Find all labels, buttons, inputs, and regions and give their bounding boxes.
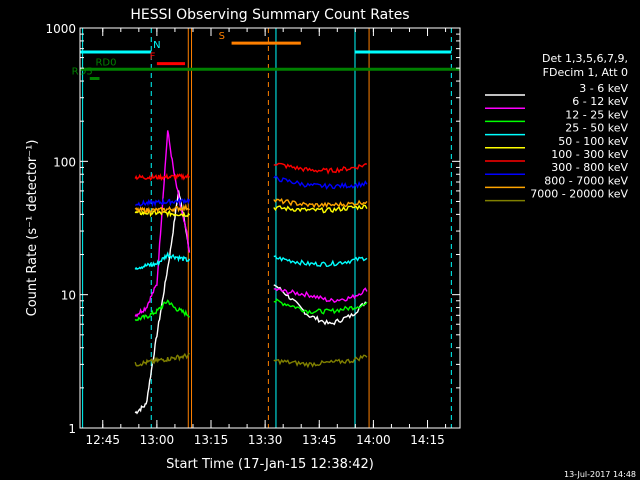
y-axis-label: Count Rate (s⁻¹ detector⁻¹): [25, 140, 40, 317]
series-line-6-seg-0: [135, 197, 191, 208]
x-tick-label-6: 14:15: [410, 433, 445, 447]
flag-label-0: N: [153, 40, 160, 51]
flag-label-4: RD5: [72, 67, 93, 78]
flag-label-3: RD0: [95, 57, 116, 68]
legend-label-5: 100 - 300 keV: [551, 148, 628, 161]
series-line-8-seg-0: [134, 352, 190, 367]
legend-label-3: 25 - 50 keV: [565, 122, 628, 135]
legend-label-2: 12 - 25 keV: [565, 108, 628, 121]
series-line-7-seg-0: [134, 203, 190, 215]
series-line-3-seg-1: [273, 255, 368, 268]
flag-label-2: F: [150, 52, 156, 63]
series-line-2-seg-1: [273, 298, 368, 315]
x-tick-label-0: 12:45: [85, 433, 120, 447]
series-line-5-seg-1: [273, 162, 367, 175]
series-line-0-seg-0: [134, 190, 191, 415]
series-line-2-seg-0: [134, 299, 190, 322]
flag-label-1: S: [219, 31, 225, 42]
series-line-1-seg-1: [273, 287, 368, 303]
y-tick-label-3: 1000: [45, 22, 76, 36]
x-tick-label-4: 13:45: [302, 433, 337, 447]
y-tick-label-1: 10: [61, 289, 76, 303]
x-tick-label-3: 13:30: [248, 433, 283, 447]
legend-header-line1: Det 1,3,5,6,7,9,: [542, 52, 628, 65]
footnote-timestamp: 13-Jul-2017 14:48: [564, 470, 636, 479]
y-tick-label-2: 100: [53, 155, 76, 169]
series-line-3-seg-0: [134, 251, 191, 270]
legend-label-7: 800 - 7000 keV: [544, 174, 628, 187]
series-line-5-seg-0: [134, 172, 190, 182]
x-axis-label: Start Time (17-Jan-15 12:38:42): [166, 457, 374, 472]
plot-frame: [79, 27, 461, 429]
series-line-6-seg-1: [273, 175, 368, 190]
legend-label-8: 7000 - 20000 keV: [530, 188, 628, 201]
series-line-4-seg-1: [273, 204, 368, 214]
legend-label-4: 50 - 100 keV: [558, 135, 628, 148]
legend-label-0: 3 - 6 keV: [579, 82, 628, 95]
legend-label-6: 300 - 800 keV: [551, 161, 628, 174]
series-line-1-seg-0: [134, 130, 191, 318]
legend-label-1: 6 - 12 keV: [572, 95, 628, 108]
y-tick-label-0: 1: [68, 422, 76, 436]
x-tick-label-5: 14:00: [356, 433, 391, 447]
series-line-8-seg-1: [273, 354, 368, 369]
x-tick-label-1: 13:00: [140, 433, 175, 447]
series-line-0-seg-1: [273, 284, 368, 326]
legend-header-line2: FDecim 1, Att 0: [543, 66, 628, 79]
chart-title: HESSI Observing Summary Count Rates: [130, 7, 409, 23]
series-line-7-seg-1: [273, 198, 368, 209]
x-tick-label-2: 13:15: [194, 433, 229, 447]
